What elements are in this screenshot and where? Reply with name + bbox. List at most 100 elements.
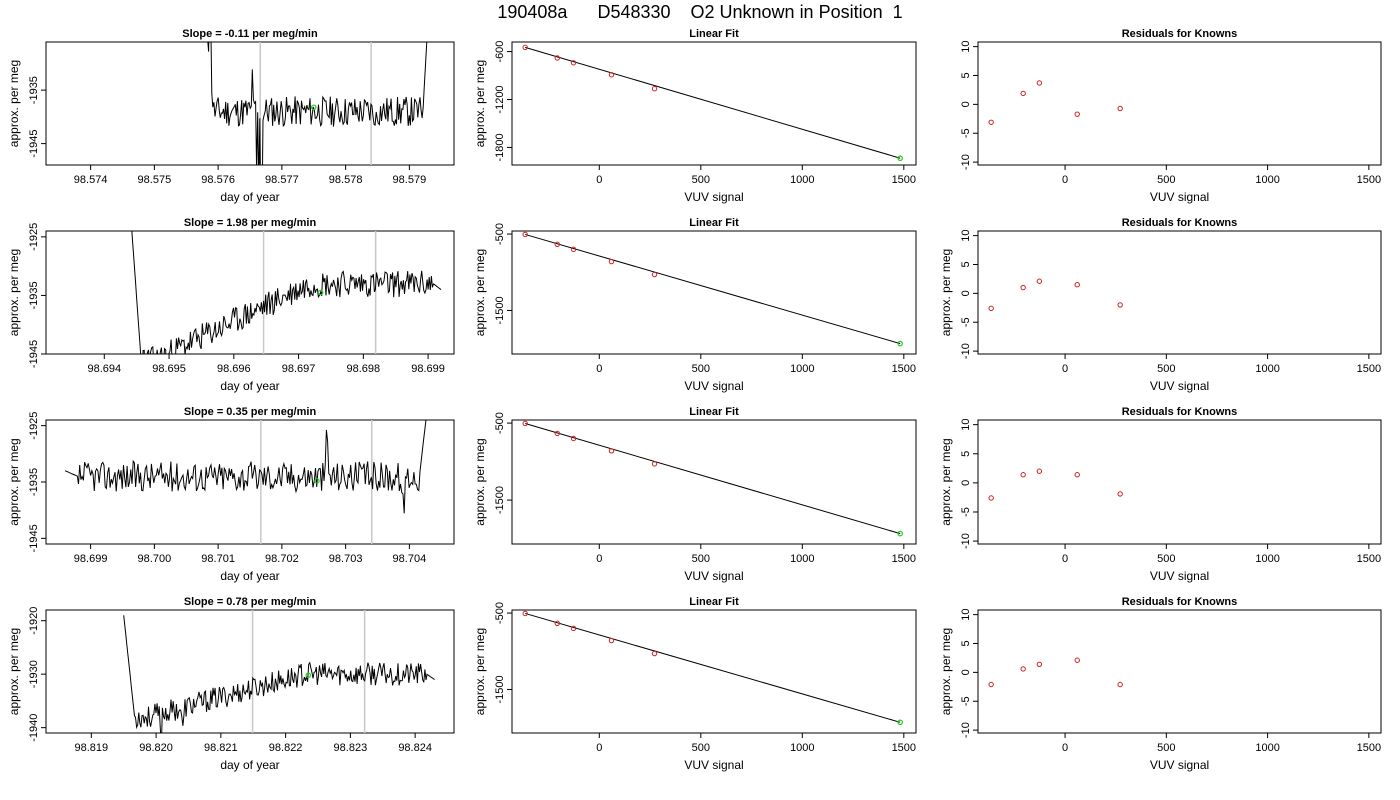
plot-frame: [45, 609, 455, 734]
plot-frame: [977, 230, 1382, 355]
y-axis-label: approx. per meg: [7, 249, 21, 336]
unknown-point: [314, 478, 320, 484]
panel-timeseries: Slope = -0.11 per meg/min 98.574 98.575 98.…: [7, 28, 455, 204]
panel-title: Residuals for Knowns: [1122, 217, 1238, 229]
y-tick-label: -1200: [494, 85, 506, 113]
known-point: [522, 44, 528, 51]
x-tick-label: 1500: [892, 174, 916, 186]
known-point: [608, 637, 615, 644]
x-tick-label: 98.574: [74, 174, 108, 186]
plot-frame: [45, 41, 455, 166]
panel-fit: Linear Fit 0 500 1000 1500 -1500 -500 VUV signa…: [473, 217, 917, 393]
panel-residuals: Residuals for Knowns 0 500 1000 1500 -10 -5 0 5 1…: [939, 406, 1382, 583]
y-tick-label: -1925: [28, 412, 40, 440]
x-axis-label: day of year: [220, 190, 279, 204]
fit-line: [525, 422, 901, 535]
x-tick-label: 500: [1157, 174, 1175, 186]
known-point: [554, 55, 560, 61]
y-tick-label: 0: [960, 669, 972, 675]
panel-title: Linear Fit: [689, 28, 739, 40]
x-tick-label: 1500: [1357, 742, 1381, 754]
plot-frame: [511, 609, 917, 734]
plot-area: [522, 231, 903, 347]
series-line: [64, 420, 427, 514]
residual-point: [1036, 661, 1043, 667]
x-tick-label: 98.703: [329, 553, 363, 565]
x-tick-label: 98.823: [334, 742, 368, 754]
x-tick-label: 500: [1157, 363, 1175, 375]
x-tick-label: 1000: [1255, 553, 1279, 565]
y-tick-label: -1945: [28, 524, 40, 552]
panel-title: Residuals for Knowns: [1122, 596, 1238, 608]
x-axis-label: VUV signal: [684, 379, 743, 393]
panel-timeseries: Slope = 0.78 per meg/min 98.819 98.820 98.8…: [7, 596, 455, 772]
x-tick-label: 98.578: [329, 174, 363, 186]
x-tick-label: 1500: [892, 553, 916, 565]
x-axis-label: VUV signal: [1150, 569, 1209, 583]
plot-frame: [45, 230, 455, 355]
plot-frame: [977, 609, 1382, 734]
known-point: [570, 246, 577, 253]
known-point: [554, 241, 560, 247]
fit-line: [525, 612, 901, 723]
x-tick-label: 98.698: [347, 363, 381, 375]
y-tick-label: -1945: [28, 340, 40, 368]
panel-residuals: Residuals for Knowns 0 500 1000 1500 -10 -5 0 5 1…: [939, 217, 1382, 393]
x-tick-label: 1000: [790, 742, 814, 754]
panel-title: Linear Fit: [689, 217, 739, 229]
plot-frame: [511, 230, 917, 355]
x-tick-label: 98.576: [201, 174, 235, 186]
y-tick-label: -5: [960, 696, 972, 706]
y-axis-label: approx. per meg: [473, 438, 487, 525]
x-tick-label: 98.696: [217, 363, 251, 375]
x-axis-label: VUV signal: [684, 190, 743, 204]
panel-timeseries: Slope = 0.35 per meg/min 98.699 98.700 98.7…: [7, 406, 455, 583]
y-tick-label: -1800: [494, 133, 506, 161]
panel-title: Slope = 1.98 per meg/min: [184, 217, 317, 229]
residual-point: [988, 305, 994, 312]
residual-point: [1020, 666, 1026, 672]
x-axis-label: VUV signal: [1150, 379, 1209, 393]
panel-title: Slope = 0.78 per meg/min: [184, 596, 317, 608]
y-tick-label: 5: [960, 72, 972, 78]
y-axis-label: approx. per meg: [7, 60, 21, 147]
residual-point: [1020, 90, 1026, 97]
panel-title: Residuals for Knowns: [1122, 28, 1238, 40]
x-tick-label: 500: [692, 553, 710, 565]
residual-point: [1036, 80, 1043, 86]
x-tick-label: 98.695: [152, 363, 186, 375]
y-tick-label: 0: [960, 290, 972, 296]
known-point: [651, 650, 658, 657]
unknown-point: [317, 289, 324, 296]
residual-point: [1074, 472, 1080, 478]
plot-area: [522, 420, 903, 537]
panel-fit: Linear Fit 0 500 1000 1500 -1800 -1200 -600 VUV …: [473, 28, 917, 204]
x-tick-label: 98.824: [398, 742, 432, 754]
x-tick-label: 98.701: [201, 553, 235, 565]
panel-timeseries: Slope = 1.98 per meg/min 98.694 98.695 98.6…: [7, 217, 455, 393]
unknown-point: [897, 155, 903, 162]
residual-point: [1117, 491, 1123, 497]
y-axis-label: approx. per meg: [939, 438, 953, 525]
panel-title: Slope = -0.11 per meg/min: [182, 28, 318, 40]
x-tick-label: 0: [596, 553, 602, 565]
y-tick-label: 5: [960, 640, 972, 646]
x-tick-label: 98.579: [393, 174, 427, 186]
plot-frame: [977, 419, 1382, 545]
x-axis-label: VUV signal: [684, 758, 743, 772]
y-tick-label: -500: [494, 602, 506, 624]
x-axis-label: day of year: [220, 569, 279, 583]
unknown-point: [897, 340, 903, 347]
y-tick-label: 0: [960, 480, 972, 486]
residual-point: [1117, 681, 1123, 688]
known-point: [554, 620, 560, 626]
x-tick-label: 500: [692, 174, 710, 186]
x-axis-label: day of year: [220, 379, 279, 393]
known-point: [570, 60, 577, 66]
x-tick-label: 1000: [1255, 174, 1279, 186]
residual-point: [1020, 284, 1026, 291]
x-tick-label: 0: [596, 742, 602, 754]
plot-area: [988, 657, 1123, 688]
panel-fit: Linear Fit 0 500 1000 1500 -1500 -500 VUV signa…: [473, 596, 917, 772]
y-axis-label: approx. per meg: [7, 438, 21, 525]
